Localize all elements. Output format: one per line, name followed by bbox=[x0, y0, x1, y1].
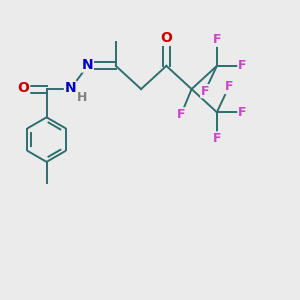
Text: O: O bbox=[160, 31, 172, 45]
Text: F: F bbox=[238, 59, 246, 72]
Text: F: F bbox=[213, 33, 221, 46]
Text: F: F bbox=[177, 108, 185, 121]
Text: F: F bbox=[201, 85, 209, 98]
Text: F: F bbox=[213, 132, 221, 145]
Text: H: H bbox=[76, 91, 87, 104]
Text: N: N bbox=[82, 58, 93, 72]
Text: N: N bbox=[64, 81, 76, 95]
Text: O: O bbox=[18, 81, 30, 94]
Text: F: F bbox=[224, 80, 233, 94]
Text: F: F bbox=[238, 106, 246, 119]
